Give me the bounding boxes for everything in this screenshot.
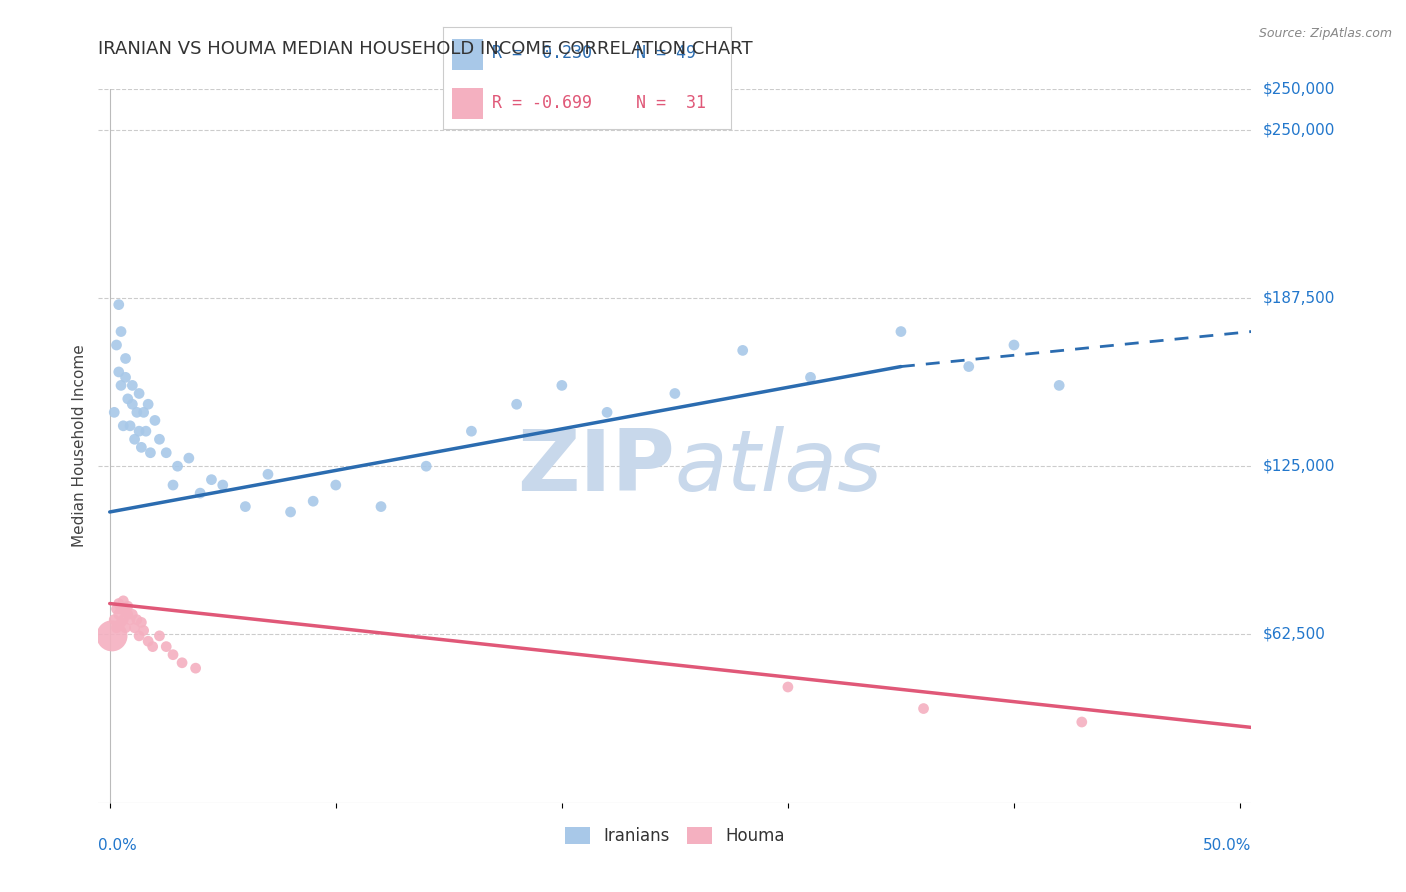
FancyBboxPatch shape bbox=[451, 88, 484, 119]
Point bbox=[415, 459, 437, 474]
Point bbox=[121, 607, 143, 622]
Point bbox=[142, 640, 165, 654]
Point bbox=[132, 405, 155, 419]
Point bbox=[128, 424, 150, 438]
Point bbox=[131, 441, 153, 455]
Point bbox=[110, 378, 132, 392]
Point bbox=[155, 640, 177, 654]
Text: $250,000: $250,000 bbox=[1263, 82, 1336, 96]
Point bbox=[121, 397, 143, 411]
Point bbox=[1047, 378, 1070, 392]
Point bbox=[125, 405, 148, 419]
Point bbox=[184, 661, 207, 675]
Point bbox=[107, 607, 129, 622]
Point bbox=[280, 505, 302, 519]
Text: $250,000: $250,000 bbox=[1263, 122, 1336, 137]
Point bbox=[114, 621, 136, 635]
Point bbox=[235, 500, 257, 514]
FancyBboxPatch shape bbox=[451, 39, 484, 70]
Point bbox=[799, 370, 821, 384]
Point bbox=[120, 418, 142, 433]
Text: $125,000: $125,000 bbox=[1263, 458, 1336, 474]
Point bbox=[731, 343, 754, 358]
Point bbox=[120, 613, 142, 627]
Y-axis label: Median Household Income: Median Household Income bbox=[72, 344, 87, 548]
Point bbox=[107, 597, 129, 611]
Text: Source: ZipAtlas.com: Source: ZipAtlas.com bbox=[1258, 27, 1392, 40]
Point bbox=[551, 378, 574, 392]
Point bbox=[162, 478, 184, 492]
Point bbox=[124, 621, 146, 635]
Point bbox=[166, 459, 188, 474]
Point bbox=[155, 446, 177, 460]
Point bbox=[128, 629, 150, 643]
Point bbox=[124, 432, 146, 446]
Point bbox=[143, 413, 166, 427]
Point bbox=[114, 351, 136, 366]
Point bbox=[105, 621, 128, 635]
Point bbox=[460, 424, 482, 438]
Point bbox=[107, 298, 129, 312]
Point bbox=[162, 648, 184, 662]
Point bbox=[112, 613, 135, 627]
Text: R =  0.230: R = 0.230 bbox=[492, 45, 592, 62]
Point bbox=[370, 500, 392, 514]
Point bbox=[136, 397, 159, 411]
Point bbox=[114, 370, 136, 384]
Point bbox=[107, 365, 129, 379]
Point bbox=[128, 386, 150, 401]
Point bbox=[110, 325, 132, 339]
Text: 50.0%: 50.0% bbox=[1204, 838, 1251, 854]
Point bbox=[105, 602, 128, 616]
Text: N = 49: N = 49 bbox=[636, 45, 696, 62]
Text: atlas: atlas bbox=[675, 425, 883, 509]
Point bbox=[136, 634, 159, 648]
Point bbox=[148, 432, 170, 446]
Point bbox=[112, 594, 135, 608]
Point bbox=[170, 656, 193, 670]
Point bbox=[596, 405, 619, 419]
Text: IRANIAN VS HOUMA MEDIAN HOUSEHOLD INCOME CORRELATION CHART: IRANIAN VS HOUMA MEDIAN HOUSEHOLD INCOME… bbox=[98, 40, 754, 58]
Point bbox=[125, 613, 148, 627]
Point bbox=[1070, 714, 1092, 729]
Text: $187,500: $187,500 bbox=[1263, 291, 1336, 305]
Point bbox=[211, 478, 233, 492]
Text: 0.0%: 0.0% bbox=[98, 838, 138, 854]
Point bbox=[117, 607, 139, 622]
Point bbox=[200, 473, 222, 487]
Point bbox=[139, 446, 162, 460]
Point bbox=[912, 701, 935, 715]
Text: R = -0.699: R = -0.699 bbox=[492, 94, 592, 112]
Point bbox=[132, 624, 155, 638]
Point bbox=[103, 405, 125, 419]
Legend: Iranians, Houma: Iranians, Houma bbox=[558, 820, 792, 852]
Text: $62,500: $62,500 bbox=[1263, 627, 1326, 642]
Point bbox=[776, 680, 799, 694]
Point bbox=[103, 613, 125, 627]
Point bbox=[148, 629, 170, 643]
Point bbox=[117, 392, 139, 406]
Point bbox=[957, 359, 980, 374]
Point bbox=[110, 615, 132, 630]
Point bbox=[117, 599, 139, 614]
Point bbox=[131, 615, 153, 630]
Point bbox=[257, 467, 280, 482]
Point bbox=[112, 418, 135, 433]
Text: N =  31: N = 31 bbox=[636, 94, 706, 112]
Point bbox=[101, 629, 124, 643]
Point bbox=[121, 378, 143, 392]
Point bbox=[135, 424, 157, 438]
Point bbox=[177, 451, 200, 466]
Point bbox=[302, 494, 325, 508]
Point bbox=[188, 486, 211, 500]
Text: ZIP: ZIP bbox=[517, 425, 675, 509]
Point bbox=[114, 605, 136, 619]
Point bbox=[110, 602, 132, 616]
Point bbox=[325, 478, 347, 492]
Point bbox=[890, 325, 912, 339]
Point bbox=[505, 397, 527, 411]
Point bbox=[105, 338, 128, 352]
Point bbox=[664, 386, 686, 401]
Point bbox=[1002, 338, 1025, 352]
